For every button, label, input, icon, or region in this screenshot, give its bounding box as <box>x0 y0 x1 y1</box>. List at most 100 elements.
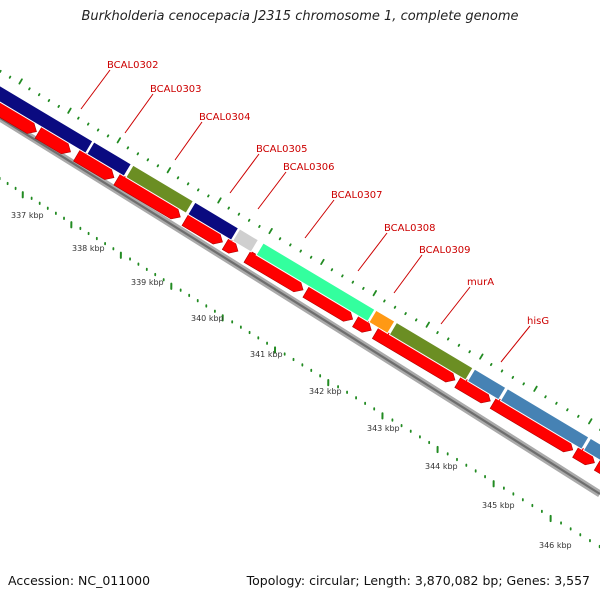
cog-track <box>0 85 600 461</box>
ruler-ticks <box>0 176 600 549</box>
gc-tick <box>446 337 450 341</box>
gc-tick <box>436 331 439 335</box>
ruler-label: 341 kbp <box>250 350 283 359</box>
cog-feature <box>499 388 590 450</box>
cds-arrow <box>34 126 71 155</box>
gc-tick <box>28 87 31 91</box>
gc-tick <box>341 274 344 278</box>
gc-tick <box>468 350 471 354</box>
gc-tick <box>196 188 200 192</box>
gc-tick <box>577 414 580 418</box>
gc-tick <box>0 69 2 73</box>
gc-tick <box>351 280 355 284</box>
leader-line <box>257 171 287 210</box>
ruler-label: 344 kbp <box>425 462 458 471</box>
cds-arrow <box>302 285 354 322</box>
cds-arrow <box>489 396 574 453</box>
gc-tick <box>479 353 484 360</box>
gc-tick <box>489 363 493 367</box>
gc-tick <box>86 122 90 126</box>
gc-tick <box>544 395 547 399</box>
ruler-label: 340 kbp <box>191 314 224 323</box>
gc-tick <box>207 194 210 198</box>
gc-tick <box>533 385 538 392</box>
gc-tick <box>393 305 397 309</box>
gc-tick <box>146 158 150 162</box>
cds-arrow <box>572 445 595 466</box>
cds-arrow <box>0 102 37 134</box>
map-title: Burkholderia cenocepacia J2315 chromosom… <box>81 9 519 24</box>
gc-tick <box>320 258 325 265</box>
cds-arrow <box>593 460 600 474</box>
leader-line <box>357 232 388 272</box>
gc-tick <box>404 312 407 316</box>
ruler-label: 342 kbp <box>309 387 342 396</box>
gc-tick <box>522 382 525 386</box>
gc-tick <box>500 369 504 373</box>
gc-ticks <box>0 69 600 431</box>
cds-arrow <box>181 213 223 245</box>
gene-label: BCAL0307 <box>331 190 383 201</box>
gene-label: BCAL0303 <box>150 84 202 95</box>
ruler-label: 339 kbp <box>131 278 164 287</box>
gc-tick <box>217 197 222 204</box>
gc-tick <box>566 408 569 412</box>
leader-lines <box>80 69 531 363</box>
gene-labels: BCAL0302 BCAL0303 BCAL0304 BCAL0305 BCAL0306… <box>107 60 549 327</box>
gene-label: BCAL0305 <box>256 144 308 155</box>
cds-arrow <box>352 315 372 333</box>
gc-tick <box>278 237 282 241</box>
cog-feature <box>0 85 94 154</box>
gc-tick <box>588 418 593 425</box>
gc-tick <box>186 182 190 186</box>
gc-tick <box>237 212 241 216</box>
gc-tick <box>176 176 180 180</box>
gc-tick <box>227 206 230 210</box>
gc-tick <box>457 343 461 347</box>
ruler-labels: 337 kbp 338 kbp 339 kbp 340 kbp 341 kbp 342 k… <box>11 211 572 550</box>
leader-line <box>174 121 203 161</box>
cds-arrow <box>454 375 491 404</box>
cog-feature <box>86 141 132 177</box>
ruler-label: 338 kbp <box>72 244 105 253</box>
gc-tick <box>362 286 365 290</box>
gc-tick <box>18 78 23 85</box>
leader-line <box>304 199 335 239</box>
gc-tick <box>309 255 313 259</box>
gc-tick <box>106 134 110 138</box>
leader-line <box>393 254 423 294</box>
cog-feature <box>231 228 260 253</box>
gc-tick <box>425 321 430 328</box>
gc-tick <box>268 227 273 235</box>
leader-line <box>440 286 471 325</box>
topology-label: Topology: circular; Length: 3,870,082 bp… <box>246 573 590 588</box>
gc-tick <box>67 107 72 114</box>
leader-line <box>124 93 154 134</box>
cds-arrow <box>73 149 115 180</box>
backbone <box>0 115 600 497</box>
gc-tick <box>136 152 140 156</box>
gene-label: BCAL0302 <box>107 60 159 71</box>
leader-line <box>229 153 260 194</box>
cog-feature <box>187 201 240 241</box>
gc-tick <box>116 137 122 144</box>
gc-tick <box>383 299 386 303</box>
ruler-label: 337 kbp <box>11 211 44 220</box>
gc-tick <box>47 99 51 103</box>
accession-label: Accession: NC_011000 <box>8 573 151 588</box>
gc-tick <box>247 218 251 222</box>
gc-tick <box>37 93 41 97</box>
gc-tick <box>57 104 60 108</box>
gc-tick <box>372 290 377 297</box>
cog-feature <box>582 437 600 461</box>
gc-tick <box>258 224 261 228</box>
cog-feature <box>466 368 507 401</box>
gene-label: BCAL0306 <box>283 162 335 173</box>
gc-tick <box>166 167 172 174</box>
cds-arrow <box>371 326 456 383</box>
cog-feature <box>125 164 194 214</box>
cog-feature <box>368 309 396 335</box>
gc-tick <box>289 243 292 247</box>
ruler-label: 345 kbp <box>482 501 515 510</box>
